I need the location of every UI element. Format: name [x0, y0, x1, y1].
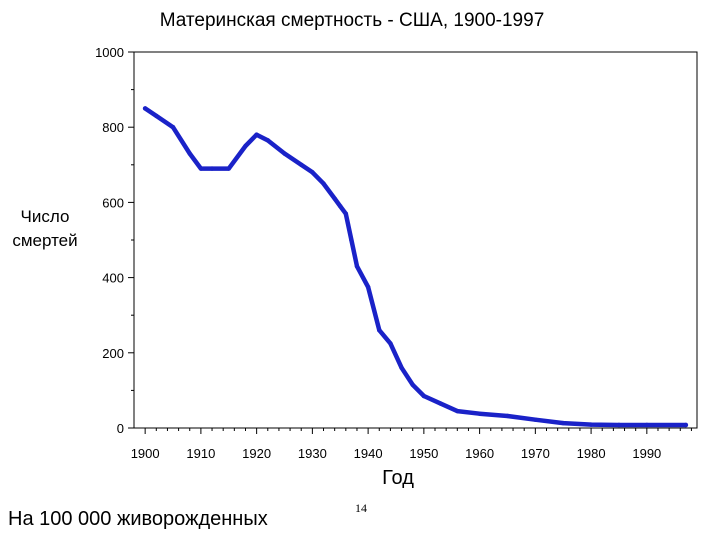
data-point	[616, 422, 622, 428]
data-point	[365, 284, 371, 290]
chart-title: Материнская смертность - США, 1900-1997	[160, 10, 545, 31]
plot-area-frame	[133, 51, 698, 429]
data-point	[388, 341, 393, 346]
x-tick-label: 1990	[632, 446, 661, 461]
x-tick-label: 1920	[242, 446, 271, 461]
data-point	[187, 151, 192, 156]
data-point	[299, 162, 304, 167]
y-axis-ticks: 0 200 400 600 800 1000	[95, 45, 134, 436]
x-tick-label: 1940	[354, 446, 383, 461]
data-point	[321, 181, 326, 186]
data-point	[209, 166, 215, 171]
series-line	[142, 106, 689, 428]
data-point	[142, 106, 148, 111]
data-point	[438, 401, 443, 406]
x-tick-label: 1910	[186, 446, 215, 461]
data-point	[154, 113, 159, 119]
x-tick-label: 1900	[131, 446, 160, 461]
data-point	[588, 422, 594, 427]
x-tick-label: 1960	[465, 446, 494, 461]
x-tick-label: 1980	[577, 446, 606, 461]
y-tick-label: 200	[102, 346, 124, 361]
data-point	[265, 138, 270, 143]
footnote: На 100 000 живорожденных	[8, 508, 268, 530]
data-point	[170, 125, 176, 130]
data-point	[410, 382, 415, 387]
data-point	[338, 203, 343, 209]
data-point	[644, 422, 650, 428]
data-points	[142, 106, 689, 428]
data-point	[683, 422, 689, 428]
data-point	[561, 420, 566, 426]
data-point	[354, 264, 360, 269]
y-tick-label: 1000	[95, 45, 124, 60]
y-tick-label: 400	[102, 271, 124, 286]
data-point	[343, 211, 349, 216]
data-point	[332, 196, 337, 201]
y-tick-label: 600	[102, 195, 124, 210]
y-tick-label: 0	[117, 421, 124, 436]
x-tick-label: 1970	[521, 446, 550, 461]
x-tick-label: 1950	[409, 446, 438, 461]
page-number: 14	[355, 501, 367, 515]
data-point	[349, 237, 354, 243]
x-axis-label: Год	[382, 467, 414, 489]
data-point	[477, 411, 482, 416]
x-axis-ticks: 1900 1910 1920 1930 1940 1950 1960 1970 1980 1990	[131, 428, 692, 461]
data-point	[198, 166, 204, 171]
data-point	[377, 328, 382, 333]
data-point	[455, 408, 460, 414]
data-point	[226, 166, 231, 171]
data-point	[533, 417, 538, 422]
y-axis-label: Число смертей	[12, 207, 77, 250]
y-axis-label-line-2: смертей	[12, 231, 77, 250]
y-axis-label-line-1: Число	[21, 207, 70, 226]
data-point	[505, 413, 510, 419]
y-tick-label: 800	[102, 120, 124, 135]
data-point	[243, 143, 248, 149]
data-point	[421, 393, 427, 399]
x-tick-label: 1930	[298, 446, 327, 461]
data-point	[310, 170, 315, 175]
data-point	[399, 365, 404, 371]
data-point	[254, 132, 259, 137]
data-point	[282, 151, 287, 156]
